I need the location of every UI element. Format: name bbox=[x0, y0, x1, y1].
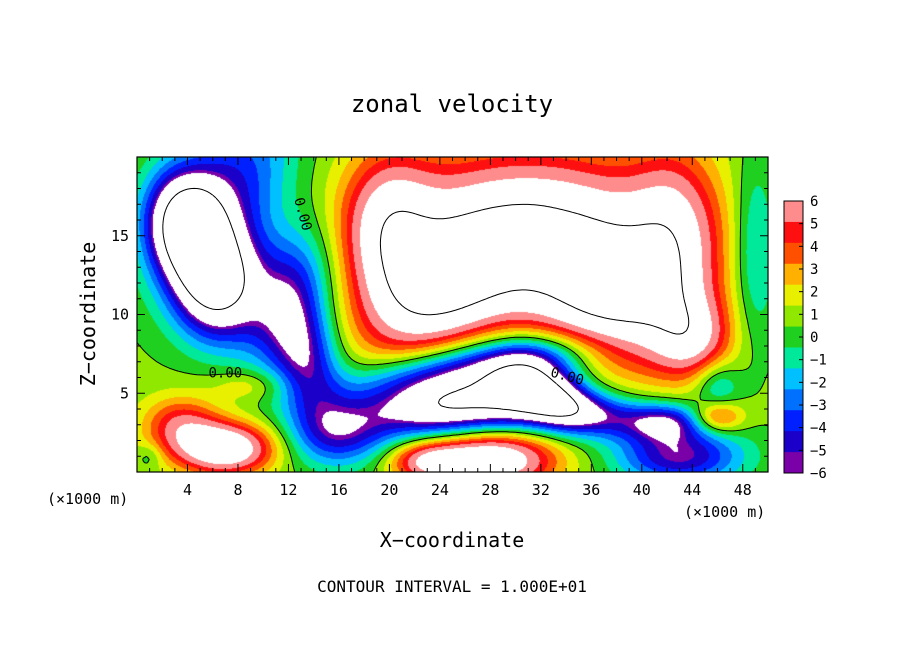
colorbar-segment bbox=[784, 263, 803, 286]
contour-zero bbox=[137, 157, 768, 472]
colorbar-segment bbox=[784, 242, 803, 265]
x-tick-label: 4 bbox=[183, 481, 192, 499]
chart-title: zonal velocity bbox=[351, 90, 553, 118]
colorbar-segment bbox=[784, 410, 803, 432]
colorbar-segment bbox=[784, 368, 803, 390]
colorbar-segment bbox=[784, 284, 803, 307]
contour-positive bbox=[379, 203, 690, 335]
x-axis: 4 8 12 16 20 24 28 32 36 40 44 48 bbox=[149, 157, 756, 499]
x-unit-label-right: (×1000 m) bbox=[684, 503, 765, 521]
y-tick-label: 15 bbox=[111, 227, 129, 245]
colorbar-tick-label: 0 bbox=[810, 330, 818, 346]
y-tick-label: 10 bbox=[111, 306, 129, 324]
colorbar-tick-label: −2 bbox=[810, 375, 827, 391]
contour-label: 0.00 bbox=[208, 366, 242, 382]
colorbar-segment bbox=[784, 305, 803, 328]
colorbar-tick-label: −3 bbox=[810, 398, 827, 414]
x-tick-label: 44 bbox=[683, 481, 701, 499]
x-tick-label: 36 bbox=[582, 481, 600, 499]
colorbar-segment bbox=[784, 347, 803, 369]
x-tick-label: 48 bbox=[734, 481, 752, 499]
plot-area: 0.000.00 0.00 bbox=[136, 156, 769, 473]
x-axis-title: X−coordinate bbox=[380, 528, 525, 552]
colorbar-tick-label: 6 bbox=[810, 194, 818, 210]
colorbar-tick-label: 3 bbox=[810, 262, 818, 278]
x-tick-label: 20 bbox=[380, 481, 398, 499]
colorbar-segment bbox=[784, 389, 803, 411]
contour-lines bbox=[137, 157, 768, 472]
colorbar-segment bbox=[784, 326, 803, 348]
colorbar: 6 5 4 3 2 1 0 −1 −2 −3 −4 −5 −6 bbox=[783, 194, 827, 482]
x-tick-label: 40 bbox=[633, 481, 651, 499]
colorbar-segment bbox=[784, 452, 803, 474]
x-tick-label: 16 bbox=[330, 481, 348, 499]
colorbar-tick-label: 4 bbox=[810, 239, 818, 255]
colorbar-tick-label: −5 bbox=[810, 443, 827, 459]
colorbar-segment bbox=[784, 431, 803, 453]
x-tick-label: 32 bbox=[532, 481, 550, 499]
colorbar-tick-label: 2 bbox=[810, 285, 818, 301]
colorbar-tick-label: 5 bbox=[810, 217, 818, 233]
heatmap-field bbox=[137, 157, 768, 472]
x-unit-label-left: (×1000 m) bbox=[47, 490, 128, 508]
x-tick-label: 28 bbox=[481, 481, 499, 499]
x-tick-label: 24 bbox=[431, 481, 449, 499]
colorbar-tick-label: −6 bbox=[810, 466, 827, 482]
colorbar-segment bbox=[784, 221, 803, 244]
colorbar-tick-label: −4 bbox=[810, 421, 827, 437]
contour-negative bbox=[162, 187, 579, 417]
y-tick-label: 5 bbox=[120, 384, 129, 402]
colorbar-tick-label: 1 bbox=[810, 307, 818, 323]
x-tick-label: 8 bbox=[233, 481, 242, 499]
contour-interval-footer: CONTOUR INTERVAL = 1.000E+01 bbox=[317, 577, 587, 596]
x-tick-label: 12 bbox=[279, 481, 297, 499]
colorbar-segment bbox=[784, 201, 803, 223]
y-axis: 5 10 15 bbox=[111, 172, 768, 457]
colorbar-tick-label: −1 bbox=[810, 353, 827, 369]
y-axis-title: Z−coordinate bbox=[76, 242, 100, 387]
